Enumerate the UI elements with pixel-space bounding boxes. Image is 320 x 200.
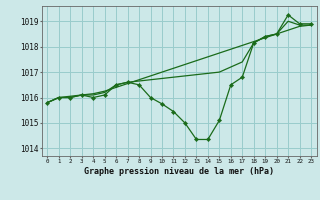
X-axis label: Graphe pression niveau de la mer (hPa): Graphe pression niveau de la mer (hPa): [84, 167, 274, 176]
